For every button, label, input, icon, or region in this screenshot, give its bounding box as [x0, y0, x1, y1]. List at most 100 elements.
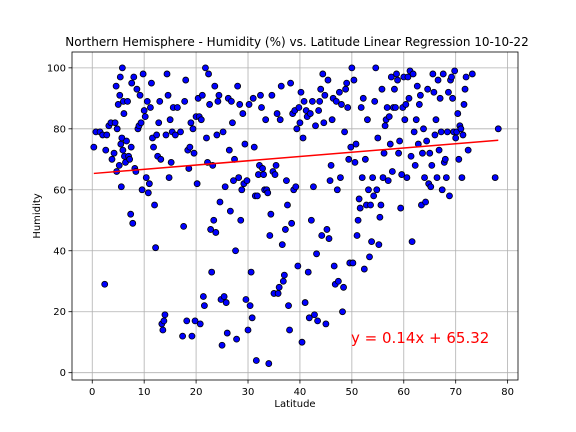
data-point: [443, 128, 451, 136]
data-point: [295, 104, 303, 111]
plot-frame: [71, 51, 519, 381]
data-point: [239, 110, 247, 117]
data-point: [343, 79, 351, 87]
y-tick-label: 60: [53, 185, 66, 196]
data-point: [345, 155, 353, 163]
data-point: [159, 326, 167, 334]
scatter-points: [90, 64, 502, 367]
data-point: [219, 128, 227, 136]
data-point: [326, 177, 334, 185]
data-point: [283, 177, 290, 185]
x-tick-label: 70: [449, 387, 462, 398]
data-point: [279, 277, 287, 285]
data-point: [258, 104, 265, 111]
data-point: [274, 290, 282, 297]
data-point: [129, 219, 137, 227]
data-point: [171, 131, 179, 139]
data-point: [393, 70, 400, 78]
data-point: [140, 107, 148, 114]
data-point: [360, 265, 368, 273]
data-point: [114, 101, 122, 108]
y-tick-label: 100: [47, 63, 66, 74]
data-point: [196, 320, 204, 328]
data-point: [287, 79, 294, 87]
data-point: [232, 247, 239, 255]
data-point: [419, 149, 426, 157]
data-point: [301, 299, 309, 306]
data-point: [276, 116, 284, 124]
data-point: [167, 158, 175, 166]
data-point: [138, 186, 146, 194]
data-point: [387, 73, 395, 81]
data-point: [112, 82, 120, 90]
y-axis-label: Humidity: [32, 193, 43, 238]
data-point: [229, 119, 236, 127]
data-point: [322, 320, 330, 328]
data-point: [202, 64, 209, 72]
data-point: [333, 186, 341, 194]
data-point: [328, 116, 336, 124]
data-point: [221, 183, 229, 191]
data-point: [396, 137, 404, 145]
data-point: [156, 97, 164, 105]
data-point: [464, 146, 472, 154]
data-point: [130, 73, 138, 81]
data-point: [111, 119, 119, 127]
data-point: [494, 125, 502, 133]
data-point: [259, 165, 266, 172]
data-point: [186, 143, 194, 151]
data-point: [374, 134, 382, 142]
data-point: [491, 174, 499, 181]
data-point: [189, 125, 197, 133]
data-point: [384, 177, 392, 185]
data-point: [203, 134, 210, 142]
data-point: [434, 76, 442, 84]
data-point: [335, 88, 343, 96]
data-point: [223, 329, 231, 337]
data-point: [208, 268, 216, 276]
data-point: [455, 155, 463, 163]
data-point: [420, 125, 427, 133]
data-point: [244, 326, 252, 334]
data-point: [395, 149, 402, 157]
data-point: [225, 146, 233, 154]
data-point: [124, 97, 131, 105]
data-point: [460, 101, 468, 108]
data-point: [401, 116, 409, 124]
data-point: [182, 76, 190, 84]
data-point: [358, 174, 366, 181]
y-tick-label: 40: [53, 246, 66, 257]
data-point: [410, 128, 418, 136]
chart-title: Northern Hemisphere - Humidity (%) vs. L…: [65, 35, 528, 49]
data-point: [299, 134, 307, 142]
data-point: [179, 332, 186, 340]
data-point: [281, 226, 289, 233]
data-point: [316, 97, 324, 105]
data-point: [280, 271, 288, 279]
data-point: [253, 192, 261, 200]
data-point: [351, 158, 359, 166]
data-point: [197, 116, 205, 124]
data-point: [163, 70, 171, 78]
data-point: [152, 244, 159, 252]
data-point: [415, 101, 423, 108]
data-point: [298, 338, 306, 346]
data-point: [323, 226, 331, 233]
data-point: [272, 161, 280, 169]
data-point: [267, 210, 275, 218]
data-point: [241, 140, 249, 148]
data-point: [234, 82, 242, 90]
data-point: [199, 293, 207, 300]
x-tick-label: 0: [89, 387, 95, 398]
data-point: [405, 94, 413, 102]
data-point: [429, 70, 437, 78]
data-point: [350, 76, 358, 84]
data-point: [190, 149, 198, 157]
data-point: [218, 341, 226, 349]
data-point: [116, 73, 124, 81]
data-point: [308, 97, 316, 105]
data-point: [226, 207, 234, 215]
x-tick-label: 10: [138, 387, 151, 398]
data-point: [118, 64, 126, 72]
data-point: [423, 137, 431, 145]
